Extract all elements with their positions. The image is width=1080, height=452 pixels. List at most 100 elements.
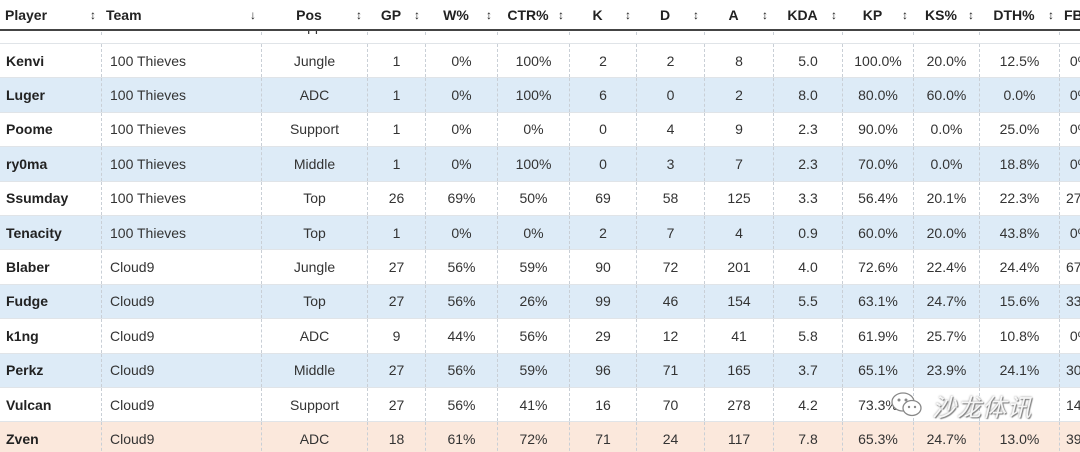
cell-player[interactable]: k1ng xyxy=(6,327,39,344)
sort-icon[interactable]: ↕ xyxy=(558,7,564,22)
cell-fb-: 14% xyxy=(1059,387,1080,422)
cell-kda: 3.3 xyxy=(773,181,842,215)
column-header-w-[interactable]: W% ↕ xyxy=(425,0,497,29)
cell-kp: 70.0% xyxy=(842,147,913,181)
table-row[interactable]: Poome 100 Thieves Support 1 0% 0% 0 4 9 2.3 90.0% 0… xyxy=(0,112,1080,148)
cell-player[interactable]: Ssumday xyxy=(6,190,69,207)
column-header-d[interactable]: D ↕ xyxy=(636,0,704,29)
cell-k: 16 xyxy=(569,387,636,422)
cell-dth-: 22.3% xyxy=(979,181,1059,215)
sort-icon[interactable]: ↕ xyxy=(90,7,96,22)
table-row[interactable]: Zven Cloud9 ADC 18 61% 72% 71 24 117 7.8 65.3% 24.7… xyxy=(0,422,1080,452)
column-header-kda[interactable]: KDA ↕ xyxy=(773,0,842,29)
column-header-a[interactable]: A ↕ xyxy=(704,0,773,29)
sort-icon[interactable]: ↕ xyxy=(902,7,908,22)
cell-kda: 2.3 xyxy=(773,112,842,147)
cell-a: 9 xyxy=(704,112,773,147)
table-row[interactable]: Tenacity 100 Thieves Top 1 0% 0% 2 7 4 0.9 60.0% 20… xyxy=(0,215,1080,251)
table-row[interactable]: Ssumday 100 Thieves Top 26 69% 50% 69 58 125 3.3 5… xyxy=(0,181,1080,216)
cell-player[interactable]: Vulcan xyxy=(6,396,52,413)
cell-ctr-: 0% xyxy=(497,215,569,250)
cell-kp: 63.1% xyxy=(842,284,913,319)
cell-dth-: 43.8% xyxy=(979,215,1059,250)
cell-a: 201 xyxy=(704,250,773,284)
column-header-label: D xyxy=(659,6,671,23)
cell-team: Cloud9 xyxy=(101,353,261,387)
sort-icon[interactable]: ↕ xyxy=(486,7,492,22)
cell-k: 99 xyxy=(569,284,636,319)
cell-gp: 1 xyxy=(367,215,425,250)
cell-ks-: 20.0% xyxy=(913,44,979,78)
cell-kda: 5.0 xyxy=(773,44,842,78)
table-row[interactable]: ry0ma 100 Thieves Middle 1 0% 100% 0 3 7 2.3 70.0%… xyxy=(0,147,1080,182)
cell-fb-: 33% xyxy=(1059,284,1080,319)
cell-d: 0 xyxy=(636,78,704,112)
cell-kp: 100.0% xyxy=(842,44,913,78)
sort-icon[interactable]: ↓ xyxy=(250,7,256,22)
table-row[interactable]: Fudge Cloud9 Top 27 56% 26% 99 46 154 5.5 63.1% 24.… xyxy=(0,284,1080,320)
sort-icon[interactable]: ↕ xyxy=(693,7,699,22)
column-header-kp[interactable]: KP ↕ xyxy=(842,0,913,29)
cell-player[interactable]: Poome xyxy=(6,121,53,138)
table-row[interactable]: Blaber Cloud9 Jungle 27 56% 59% 90 72 201 4.0 72.6… xyxy=(0,250,1080,285)
column-header-pos[interactable]: Pos ↕ xyxy=(261,0,367,29)
sort-icon[interactable]: ↕ xyxy=(831,7,837,22)
sort-icon[interactable]: ↕ xyxy=(1048,7,1054,22)
sort-icon[interactable]: ↕ xyxy=(356,7,362,22)
cell-kda: 4.0 xyxy=(773,250,842,284)
cell-player[interactable]: ry0ma xyxy=(6,155,48,172)
table-row[interactable]: Perkz Cloud9 Middle 27 56% 59% 96 71 165 3.7 65.1%… xyxy=(0,353,1080,388)
cell-d: 7 xyxy=(636,215,704,250)
table-row[interactable]: Vulcan Cloud9 Support 27 56% 41% 16 70 278 4.2 73.… xyxy=(0,387,1080,423)
column-header-fb-[interactable]: FB% xyxy=(1059,0,1080,29)
cell-gp: 27 xyxy=(367,387,425,422)
cell-kda: 5.5 xyxy=(773,284,842,319)
cell-gp: 26 xyxy=(367,181,425,215)
cell-k: 90 xyxy=(569,250,636,284)
column-header-label: KDA xyxy=(787,6,818,23)
cell-fb-: 0% xyxy=(1059,215,1080,250)
cell-dth-: 12.5% xyxy=(979,44,1059,78)
cell-player[interactable]: Tenacity xyxy=(6,224,62,241)
column-header-dth-[interactable]: DTH% ↕ xyxy=(979,0,1059,29)
column-header-label: GP xyxy=(380,6,402,23)
cell-kda: 0.9 xyxy=(773,215,842,250)
cell-kp: 73.3% xyxy=(842,387,913,422)
column-header-label: FB% xyxy=(1064,6,1080,23)
column-header-k[interactable]: K ↕ xyxy=(569,0,636,29)
cell-a: 278 xyxy=(704,387,773,422)
cell-a: 2 xyxy=(704,78,773,112)
column-header-gp[interactable]: GP ↕ xyxy=(367,0,425,29)
column-header-player[interactable]: Player ↕ xyxy=(0,0,101,29)
table-row[interactable]: Kenvi 100 Thieves Jungle 1 0% 100% 2 2 8 5.0 100.0… xyxy=(0,44,1080,79)
cell-ctr-: 100% xyxy=(497,78,569,112)
cell-gp: 27 xyxy=(367,250,425,284)
cell-player[interactable]: Luger xyxy=(6,87,45,104)
cell-player[interactable]: Zven xyxy=(6,430,39,447)
cell-player[interactable]: Fudge xyxy=(6,293,48,310)
sort-icon[interactable]: ↕ xyxy=(762,7,768,22)
cell-fb-: 39% xyxy=(1059,422,1080,452)
cell-gp: 1 xyxy=(367,147,425,181)
cell-k: 2 xyxy=(569,215,636,250)
cell-dth-: 13.0% xyxy=(979,422,1059,452)
cell-ks-: 22.4% xyxy=(913,250,979,284)
sort-icon[interactable]: ↕ xyxy=(968,7,974,22)
cell-gp: 27 xyxy=(367,353,425,387)
cell-player[interactable]: Kenvi xyxy=(6,52,45,69)
sort-icon[interactable]: ↕ xyxy=(414,7,420,22)
cell-w-: 56% xyxy=(425,284,497,319)
cell-player[interactable]: Perkz xyxy=(6,362,44,379)
cell-ks-: 24.7% xyxy=(913,284,979,319)
cell-team: 100 Thieves xyxy=(101,147,261,181)
column-header-ctr-[interactable]: CTR% ↕ xyxy=(497,0,569,29)
cell-d: 2 xyxy=(636,44,704,78)
column-header-team[interactable]: Team ↓ xyxy=(101,0,261,29)
table-row[interactable]: Luger 100 Thieves ADC 1 0% 100% 6 0 2 8.0 80.0% 60.… xyxy=(0,78,1080,113)
cell-gp: 27 xyxy=(367,284,425,319)
table-row[interactable]: k1ng Cloud9 ADC 9 44% 56% 29 12 41 5.8 61.9% 25.7% 1… xyxy=(0,319,1080,354)
column-header-ks-[interactable]: KS% ↕ xyxy=(913,0,979,29)
sort-icon[interactable]: ↕ xyxy=(625,7,631,22)
cell-player[interactable]: Blaber xyxy=(6,259,50,276)
